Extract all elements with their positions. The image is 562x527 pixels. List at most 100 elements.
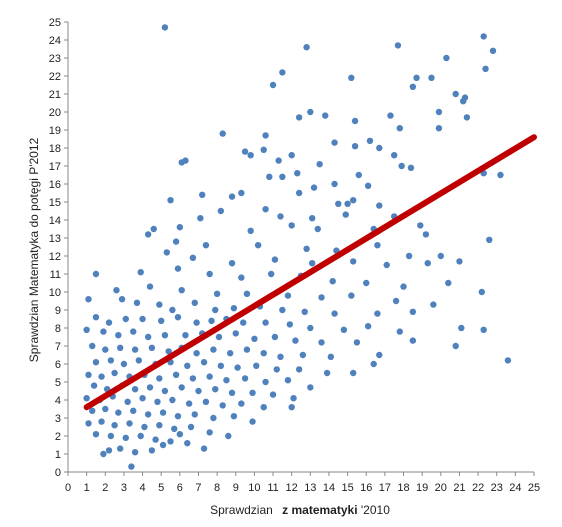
data-point: [294, 170, 301, 177]
data-point: [292, 337, 299, 344]
data-point: [318, 294, 325, 301]
data-point: [217, 362, 225, 369]
data-point: [232, 330, 239, 337]
data-point: [437, 252, 444, 260]
data-point: [100, 450, 107, 458]
data-point: [174, 314, 182, 321]
data-point: [178, 384, 185, 391]
data-point: [230, 413, 238, 420]
data-point: [202, 242, 210, 249]
data-point: [240, 319, 247, 326]
data-point: [199, 191, 206, 198]
data-point: [206, 373, 213, 380]
data-point: [189, 254, 197, 261]
data-point: [286, 321, 294, 328]
data-point: [463, 114, 471, 121]
data-point: [303, 44, 310, 51]
data-point: [156, 301, 163, 308]
trendline-layer: [83, 134, 537, 411]
data-points: [83, 24, 512, 470]
data-point: [489, 47, 497, 54]
data-point: [497, 171, 504, 179]
x-tick-label: 19: [416, 482, 428, 494]
data-point: [314, 225, 321, 233]
data-point: [351, 117, 359, 125]
x-tick-label: 23: [491, 482, 503, 494]
data-point: [144, 231, 152, 238]
data-point: [113, 287, 120, 294]
data-point: [169, 396, 176, 404]
data-point: [364, 182, 372, 189]
data-point: [355, 171, 362, 179]
x-tick-label: 1: [84, 482, 90, 494]
data-point: [159, 409, 167, 416]
data-point: [161, 24, 169, 31]
data-point: [141, 423, 148, 431]
data-point: [329, 278, 336, 285]
y-tick-label: 13: [49, 233, 61, 245]
data-point: [331, 180, 338, 188]
data-point: [262, 319, 269, 326]
y-tick-label: 22: [49, 71, 61, 83]
data-point: [271, 256, 279, 263]
data-point: [266, 173, 273, 180]
data-point: [107, 432, 115, 440]
data-point: [374, 242, 381, 249]
data-point: [435, 125, 443, 132]
data-point: [144, 333, 152, 341]
y-tick-labels: 0123456789101112131415161718192021222324…: [49, 17, 68, 479]
data-point: [452, 342, 459, 350]
data-point: [407, 164, 415, 171]
data-point: [370, 360, 377, 368]
data-point: [376, 202, 383, 209]
data-point: [482, 65, 489, 73]
data-point: [89, 342, 96, 350]
data-point: [284, 292, 292, 299]
data-point: [225, 432, 232, 440]
data-point: [396, 125, 403, 132]
data-point: [458, 324, 465, 332]
data-point: [331, 310, 338, 317]
y-tick-label: 23: [49, 53, 61, 65]
data-point: [107, 357, 115, 364]
data-point: [89, 407, 96, 414]
data-point: [130, 407, 137, 414]
data-point: [139, 395, 146, 402]
data-point: [228, 260, 236, 267]
data-point: [184, 362, 191, 369]
data-point: [273, 366, 280, 373]
data-point: [126, 420, 133, 427]
data-point: [348, 74, 355, 82]
data-point: [394, 42, 402, 49]
x-tick-label: 7: [195, 482, 201, 494]
data-point: [376, 144, 383, 152]
data-point: [172, 238, 180, 245]
data-point: [102, 405, 109, 413]
data-point: [238, 189, 245, 197]
y-axis-label: Sprawdzian Matematyka do potęgi P'2012: [27, 137, 41, 362]
y-tick-label: 5: [55, 377, 61, 389]
data-point: [349, 369, 357, 377]
data-point: [307, 384, 314, 391]
data-point: [383, 261, 390, 269]
y-tick-label: 3: [55, 413, 61, 425]
data-point: [158, 317, 165, 324]
x-tick-label: 20: [435, 482, 447, 494]
axes: [67, 22, 534, 473]
data-point: [288, 152, 295, 159]
data-point: [241, 375, 249, 382]
data-point: [172, 371, 180, 378]
data-point: [200, 445, 208, 452]
data-point: [299, 351, 307, 359]
data-point: [398, 162, 405, 170]
data-point: [191, 299, 198, 306]
data-point: [90, 382, 98, 389]
x-tick-label: 4: [139, 482, 145, 494]
x-tick-label: 18: [397, 482, 409, 494]
data-point: [206, 270, 213, 278]
data-point: [391, 152, 398, 159]
x-tick-label: 17: [379, 482, 391, 494]
data-point: [316, 161, 323, 168]
data-point: [150, 225, 157, 233]
y-tick-label: 8: [55, 323, 61, 335]
